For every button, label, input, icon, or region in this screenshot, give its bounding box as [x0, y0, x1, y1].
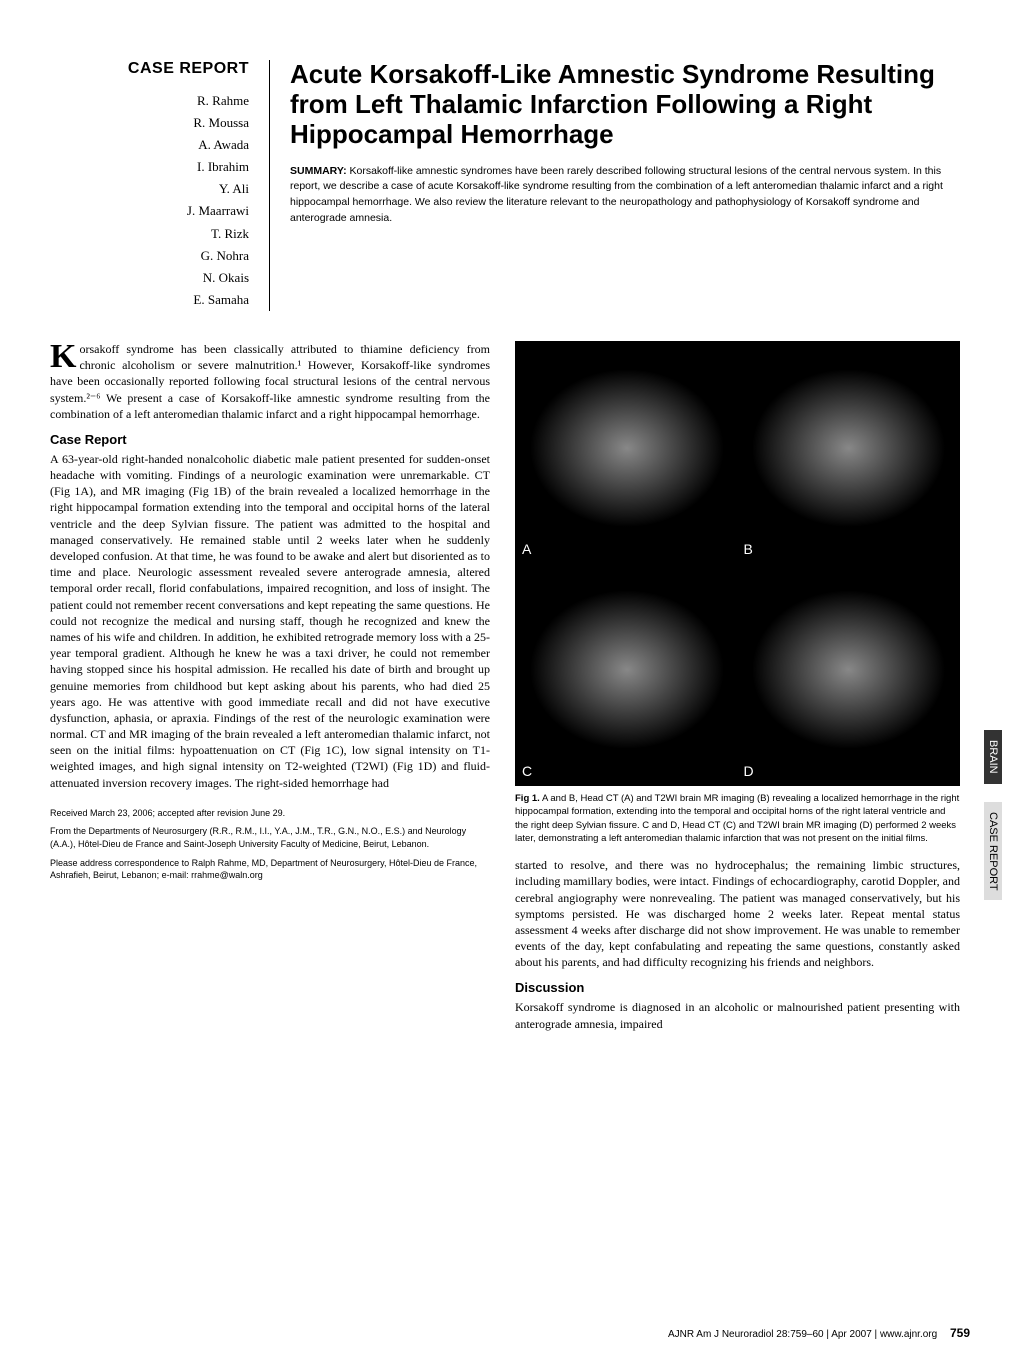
author: R. Moussa: [50, 112, 249, 134]
intro-paragraph: Korsakoff syndrome has been classically …: [50, 341, 490, 422]
author: Y. Ali: [50, 178, 249, 200]
footer-date: Apr 2007: [831, 1329, 872, 1340]
side-tabs: BRAIN CASE REPORT: [984, 730, 1002, 900]
summary-label: SUMMARY:: [290, 165, 347, 177]
scan-a: A: [517, 343, 737, 563]
case-paragraph: A 63-year-old right-handed nonalcoholic …: [50, 451, 490, 791]
author: T. Rizk: [50, 223, 249, 245]
discussion-paragraph: Korsakoff syndrome is diagnosed in an al…: [515, 999, 960, 1031]
page-footer: AJNR Am J Neuroradiol 28:759–60 | Apr 20…: [668, 1326, 970, 1340]
footnote-received: Received March 23, 2006; accepted after …: [50, 807, 490, 820]
right-column: A B C D Fig 1. A and B, Head CT (A) and …: [515, 341, 960, 1042]
footnote-affiliation: From the Departments of Neurosurgery (R.…: [50, 825, 490, 850]
author: N. Okais: [50, 267, 249, 289]
case-report-heading: Case Report: [50, 432, 490, 447]
scan-d: D: [739, 564, 959, 784]
discussion-heading: Discussion: [515, 980, 960, 995]
author: I. Ibrahim: [50, 156, 249, 178]
tab-case-report: CASE REPORT: [984, 802, 1002, 901]
tab-brain: BRAIN: [984, 730, 1002, 784]
figure-caption: Fig 1. A and B, Head CT (A) and T2WI bra…: [515, 792, 960, 845]
author: R. Rahme: [50, 90, 249, 112]
right-paragraph-1: started to resolve, and there was no hyd…: [515, 857, 960, 970]
scan-c: C: [517, 564, 737, 784]
page-number: 759: [950, 1326, 970, 1340]
footer-url: www.ajnr.org: [880, 1329, 937, 1340]
author: E. Samaha: [50, 289, 249, 311]
footnotes: Received March 23, 2006; accepted after …: [50, 807, 490, 882]
authors-list: R. Rahme R. Moussa A. Awada I. Ibrahim Y…: [50, 90, 249, 311]
author: J. Maarrawi: [50, 200, 249, 222]
figure-1: A B C D: [515, 341, 960, 786]
author: G. Nohra: [50, 245, 249, 267]
footer-journal: AJNR Am J Neuroradiol 28:759–60: [668, 1329, 824, 1340]
figure-caption-label: Fig 1.: [515, 793, 540, 804]
footnote-correspondence: Please address correspondence to Ralph R…: [50, 857, 490, 882]
scan-b: B: [739, 343, 959, 563]
scan-label-c: C: [522, 763, 532, 779]
summary: SUMMARY: Korsakoff-like amnestic syndrom…: [290, 164, 970, 227]
scan-label-b: B: [744, 541, 753, 557]
section-label: CASE REPORT: [50, 60, 249, 78]
left-column: Korsakoff syndrome has been classically …: [50, 341, 490, 1042]
article-title: Acute Korsakoff-Like Amnestic Syndrome R…: [290, 60, 970, 150]
figure-caption-text: A and B, Head CT (A) and T2WI brain MR i…: [515, 793, 959, 844]
summary-text: Korsakoff-like amnestic syndromes have b…: [290, 165, 943, 224]
author: A. Awada: [50, 134, 249, 156]
scan-label-a: A: [522, 541, 531, 557]
scan-label-d: D: [744, 763, 754, 779]
